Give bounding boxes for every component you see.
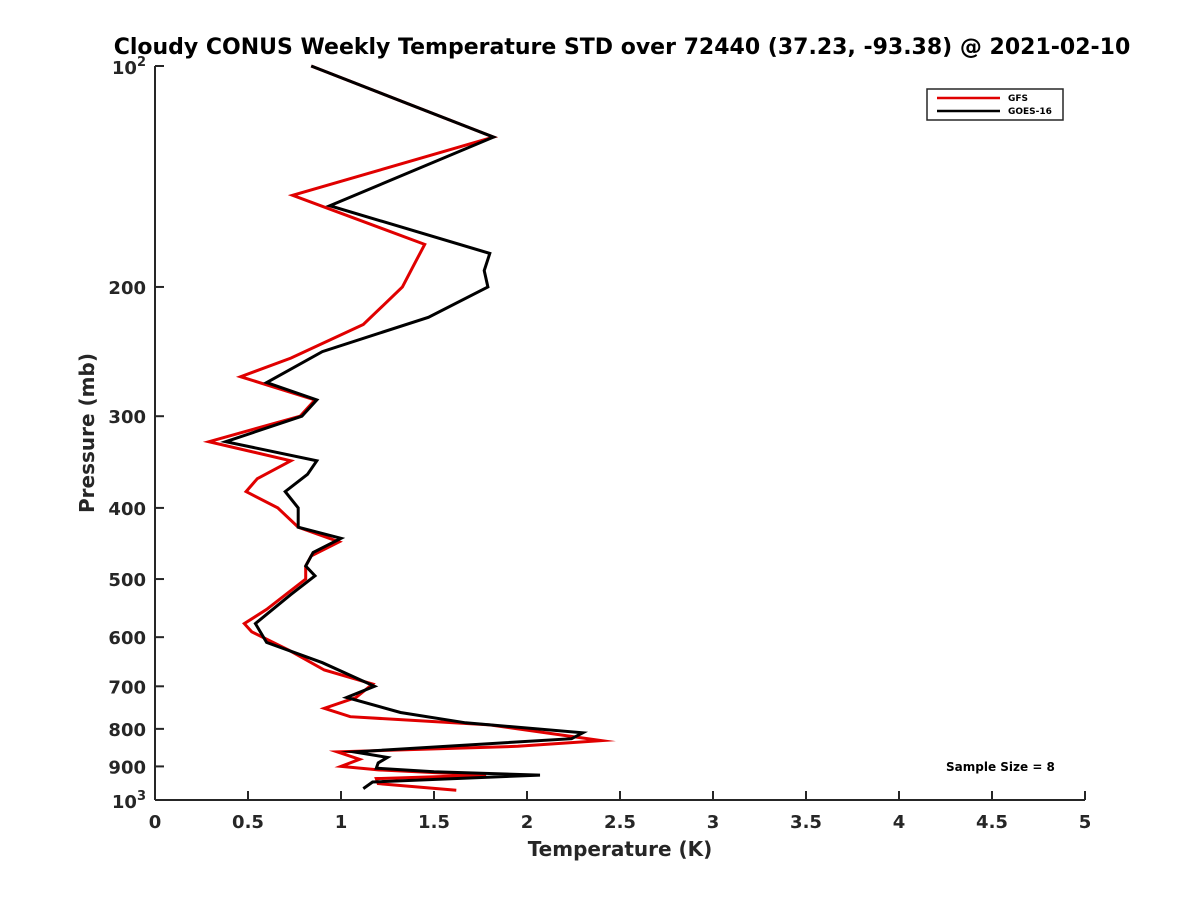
y-tick-label: 400 — [108, 499, 146, 520]
legend-label-goes16: GOES-16 — [1008, 107, 1052, 117]
y-tick-label: 600 — [108, 628, 146, 649]
x-tick-label: 4.5 — [976, 812, 1008, 833]
x-tick-label: 0.5 — [232, 812, 264, 833]
y-tick-label: 300 — [108, 407, 146, 428]
legend-box — [926, 88, 1064, 121]
x-tick-group: 0 0.5 1 1.5 2 2.5 3 3.5 4 4.5 5 — [149, 791, 1092, 833]
chart-title: Cloudy CONUS Weekly Temperature STD over… — [114, 35, 1131, 60]
y-tick-label: 700 — [108, 677, 146, 698]
x-tick-label: 1.5 — [418, 812, 450, 833]
legend: GFS GOES-16 — [926, 88, 1064, 121]
x-tick-label: 2 — [521, 812, 534, 833]
x-tick-label: 0 — [149, 812, 162, 833]
y-tick-label: 200 — [108, 278, 146, 299]
series-line-gfs — [202, 64, 616, 792]
y-tick-label: 102 — [112, 55, 146, 79]
x-tick-label: 1 — [335, 812, 348, 833]
legend-label-gfs: GFS — [1008, 94, 1028, 104]
y-tick-group: 102 200 300 400 500 600 700 800 900 103 — [108, 55, 164, 813]
x-tick-label: 4 — [893, 812, 906, 833]
x-tick-label: 5 — [1079, 812, 1092, 833]
y-tick-label: 900 — [108, 757, 146, 778]
sample-size-annotation: Sample Size = 8 — [946, 760, 1055, 774]
y-tick-label: 103 — [112, 789, 146, 813]
series-line-goes-16 — [219, 64, 589, 790]
y-axis-label: Pressure (mb) — [75, 353, 99, 513]
x-tick-label: 2.5 — [604, 812, 636, 833]
y-tick-label: 800 — [108, 720, 146, 741]
x-tick-label: 3 — [707, 812, 720, 833]
series-group — [202, 64, 616, 792]
x-axis-label: Temperature (K) — [528, 837, 713, 861]
y-tick-label: 500 — [108, 570, 146, 591]
x-tick-label: 3.5 — [790, 812, 822, 833]
plot-area: 0 0.5 1 1.5 2 2.5 3 3.5 4 4.5 5 102 200 300 400 500 600… — [108, 55, 1091, 833]
